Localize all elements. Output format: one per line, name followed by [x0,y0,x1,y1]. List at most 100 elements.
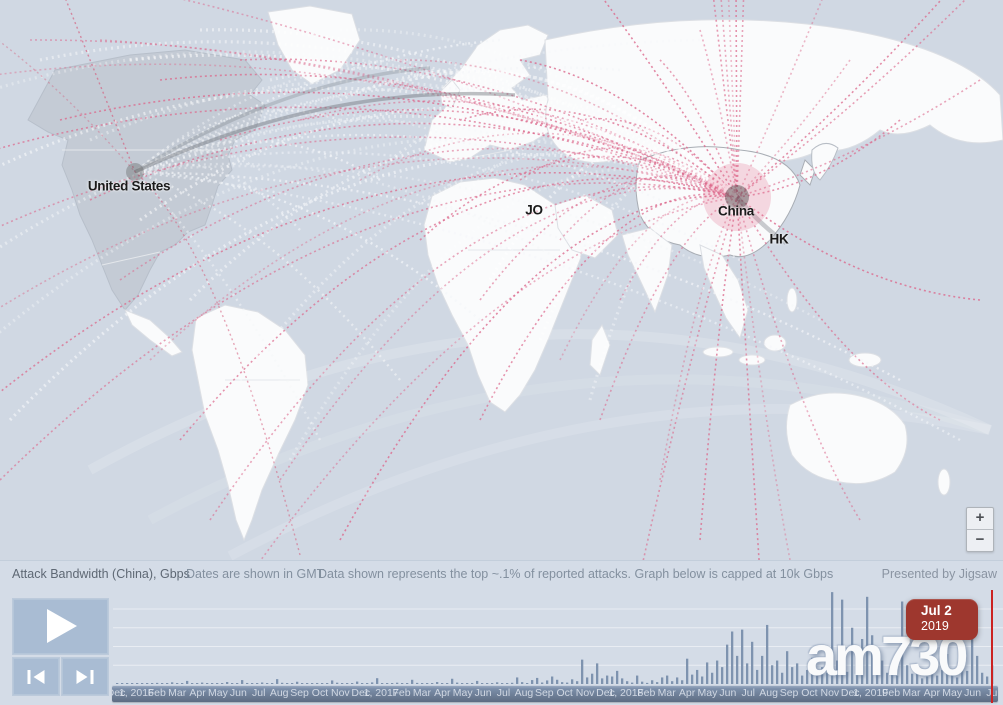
region-new-guinea [848,352,882,368]
month-tick-label: Mar [412,687,431,699]
country-borders [62,149,560,381]
attack-arcs-to-china-pink [479,193,738,421]
attack-arcs-to-china-white [339,68,739,199]
histogram-bar [726,644,729,684]
histogram-bar [341,683,344,684]
attack-arcs-to-china-pink [659,59,738,198]
histogram-bar [386,683,389,684]
attack-arcs-to-china-pink [159,73,738,198]
timeline-panel: Attack Bandwidth (China), Gbps Dates are… [0,560,1003,705]
histogram-bar [766,624,769,684]
histogram-bar [251,683,254,684]
zoom-out-button[interactable]: − [967,529,993,551]
histogram-bar [296,681,299,684]
attack-arcs-to-china-pink [59,91,738,198]
attack-arcs-to-us-white [134,58,421,173]
attack-arcs-to-china-pink [559,174,738,241]
histogram-bar [216,683,219,684]
histogram-bar [926,676,929,684]
histogram-bar [361,683,364,684]
histogram-bar [891,667,894,684]
histogram-bar [426,683,429,684]
attack-arcs-to-china-white [8,153,738,422]
histogram-bar [146,683,149,684]
histogram-bar [286,683,289,684]
histogram-bar [686,658,689,684]
histogram-bar [776,660,779,684]
histogram-bar [596,663,599,684]
histogram-bar [381,683,384,684]
histogram-bar [206,683,209,684]
histogram-bar [961,661,964,684]
attack-arcs-to-china-white [339,28,739,199]
attack-arcs-to-china-pink [736,79,981,198]
histogram-bar [861,639,864,684]
scrubber-position-line[interactable] [991,590,993,703]
histogram-bar [176,683,179,684]
attack-arcs-to-china-pink [736,196,981,301]
histogram-bar [601,678,604,684]
histogram-bar [516,677,519,684]
current-date-badge[interactable]: Jul 2 2019 [906,599,978,640]
month-tick-label: 1, 2018 [608,687,644,699]
histogram-bar [986,676,989,684]
histogram-bar [966,670,969,684]
month-tick-label: Feb [392,687,411,699]
skip-back-button[interactable] [12,657,60,696]
histogram-bar [831,592,834,684]
map-label-china: China [717,203,755,219]
zoom-in-button[interactable]: + [975,509,985,526]
attack-arcs-to-china-white [0,50,738,199]
world-attack-map[interactable]: United States JO China HK + − [0,0,1003,560]
histogram-bar [841,599,844,684]
histogram-bar [881,660,884,684]
region-india [621,227,673,314]
attack-beams-dark [134,66,431,174]
histogram-bar [521,682,524,684]
histogram-bar [616,670,619,684]
histogram-bar [191,683,194,684]
histogram-bar [956,677,959,684]
attack-arcs-to-china-pink [299,100,738,198]
histogram-bar [471,682,474,684]
histogram-bar [221,683,224,684]
play-icon [47,609,77,643]
histogram-bar [696,669,699,684]
month-tick-label: Apr [434,687,451,699]
month-tick-label: Feb [147,687,166,699]
histogram-bar [401,683,404,684]
histogram-bar [691,674,694,684]
attack-arcs-to-china-pink [599,196,738,421]
histogram-bar [671,681,674,684]
region-borneo [763,334,787,352]
histogram-bar [791,667,794,684]
month-tick-label: Aug [514,687,534,699]
histogram-bar [241,680,244,684]
attack-arcs-to-china-pink [519,59,738,198]
histogram-bar [676,677,679,684]
month-tick-label: Jul [252,687,266,699]
histogram-bar [321,683,324,684]
histogram-bar [441,683,444,684]
histogram-bar [276,679,279,684]
histogram-bar [496,682,499,684]
histogram-bar [536,677,539,684]
attack-arcs-to-us-white [134,38,701,174]
histogram-bar [231,683,234,684]
attack-arcs-to-us-white [134,86,541,174]
histogram-bar [591,673,594,684]
histogram-bar [466,683,469,684]
histogram-bar [316,682,319,684]
histogram-bar [871,635,874,684]
attack-arcs-to-us-white [134,164,821,322]
histogram-bar [746,663,749,684]
play-button[interactable] [12,598,109,655]
skip-forward-button[interactable] [61,657,109,696]
attack-arcs-to-china-pink [459,108,738,198]
attack-arcs-to-china-pink [339,195,738,541]
histogram-bar [826,672,829,684]
bandwidth-histogram [113,592,1003,684]
histogram-bar [606,675,609,684]
histogram-bar [421,683,424,684]
